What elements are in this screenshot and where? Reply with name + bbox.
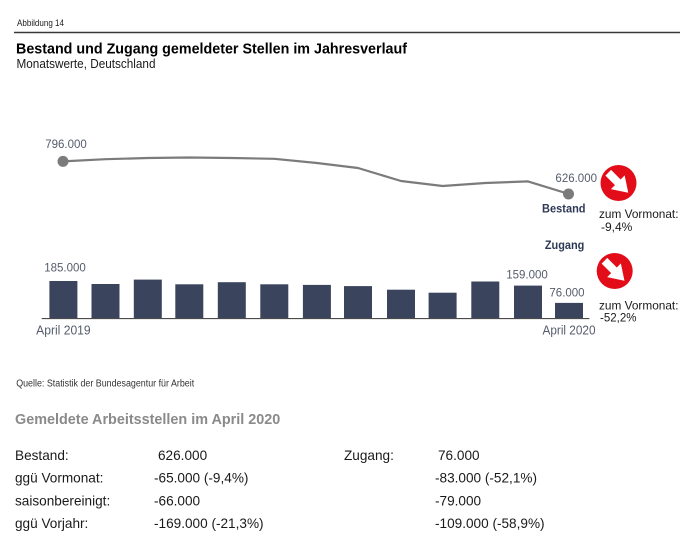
- svg-text:Bestand und Zugang gemeldeter: Bestand und Zugang gemeldeter Stellen im…: [16, 42, 407, 58]
- svg-text:zum Vormonat:: zum Vormonat:: [599, 207, 679, 221]
- svg-text:159.000: 159.000: [506, 269, 548, 281]
- svg-text:76.000: 76.000: [549, 288, 584, 300]
- svg-text:zum Vormonat:: zum Vormonat:: [599, 299, 679, 313]
- svg-text:Bestand:: Bestand:: [15, 448, 69, 463]
- svg-text:Monatswerte, Deutschland: Monatswerte, Deutschland: [17, 56, 156, 71]
- svg-text:626.000: 626.000: [158, 448, 208, 463]
- svg-text:April 2020: April 2020: [543, 323, 596, 337]
- svg-text:76.000: 76.000: [438, 448, 480, 463]
- svg-text:April 2019: April 2019: [36, 323, 91, 337]
- svg-text:-65.000 (-9,4%): -65.000 (-9,4%): [154, 471, 248, 486]
- svg-text:-83.000 (-52,1%): -83.000 (-52,1%): [435, 471, 537, 486]
- svg-text:-79.000: -79.000: [435, 493, 482, 508]
- svg-text:-66.000: -66.000: [154, 493, 201, 508]
- svg-text:Abbildung 14: Abbildung 14: [17, 18, 64, 28]
- svg-text:Gemeldete Arbeitsstellen im Ap: Gemeldete Arbeitsstellen im April 2020: [15, 412, 280, 428]
- svg-text:saisonbereinigt:: saisonbereinigt:: [15, 493, 110, 508]
- svg-text:Bestand: Bestand: [542, 201, 586, 215]
- svg-text:796.000: 796.000: [45, 139, 87, 151]
- svg-text:ggü Vorjahr:: ggü Vorjahr:: [15, 516, 88, 531]
- svg-text:Zugang:: Zugang:: [344, 448, 394, 463]
- svg-text:-52,2%: -52,2%: [600, 311, 637, 325]
- svg-text:-109.000 (-58,9%): -109.000 (-58,9%): [435, 516, 545, 531]
- svg-text:626.000: 626.000: [555, 173, 597, 185]
- svg-text:185.000: 185.000: [44, 263, 86, 275]
- svg-text:-9,4%: -9,4%: [601, 220, 633, 234]
- svg-text:ggü Vormonat:: ggü Vormonat:: [15, 471, 103, 486]
- svg-text:-169.000 (-21,3%): -169.000 (-21,3%): [154, 516, 264, 531]
- svg-text:Quelle: Statistik der Bundesag: Quelle: Statistik der Bundesagentur für …: [16, 379, 194, 390]
- svg-text:Zugang: Zugang: [545, 238, 585, 252]
